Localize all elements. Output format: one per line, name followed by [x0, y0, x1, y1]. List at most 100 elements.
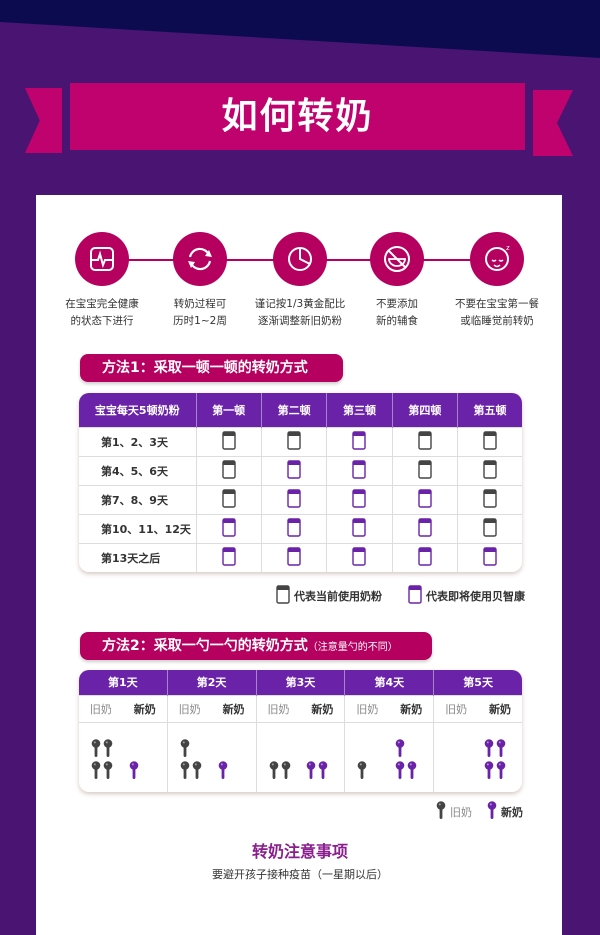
can-cell — [195, 543, 262, 572]
notes-title: 转奶注意事项 — [251, 842, 348, 861]
table-header: 第四顿 — [391, 393, 458, 427]
new-label: 新奶 — [222, 702, 245, 716]
old-label: 旧奶 — [445, 702, 468, 716]
notes-subtitle: 要避开孩子接种疫苗（一星期以后） — [212, 868, 388, 881]
page-title: 如何转奶 — [70, 83, 525, 150]
can-cell — [260, 513, 327, 544]
step-line1: 不要添加 — [376, 298, 418, 310]
table-header: 第五顿 — [457, 393, 522, 427]
new-spoon-icon — [484, 739, 494, 758]
step-line1: 不要在宝宝第一餐 — [455, 298, 539, 310]
row-label: 第4、5、6天 — [79, 455, 196, 486]
can-cell — [457, 543, 522, 572]
can-cell — [326, 426, 393, 457]
method2-title-text: 方法2：采取一勺一勺的转奶方式 — [102, 638, 308, 654]
table-header: 宝宝每天5顿奶粉 — [79, 393, 196, 427]
can-cell — [260, 426, 327, 457]
method1-table: 宝宝每天5顿奶粉 第一顿 第二顿 第三顿 第四顿 第五顿 第1、2、3天 第4、5、6天 第7、… — [79, 393, 522, 572]
old-formula-can-icon — [483, 518, 497, 537]
old-spoon-icon — [358, 761, 367, 780]
pie-chart-icon — [288, 247, 312, 271]
step-item: z 不要在宝宝第一餐 或临睡觉前转奶 — [442, 232, 552, 330]
new-label: 新奶 — [400, 702, 423, 716]
step-text: 在宝宝完全健康 的状态下进行 — [47, 296, 157, 330]
sub-header: 旧奶 新奶 — [255, 694, 345, 722]
old-spoon-icon — [436, 801, 446, 819]
legend-new-label: 代表即将使用贝智康 — [426, 590, 525, 603]
step-text: 不要在宝宝第一餐 或临睡觉前转奶 — [442, 296, 552, 330]
legend-old-spoon-label: 旧奶 — [450, 805, 472, 819]
new-formula-can-icon — [418, 489, 432, 508]
old-formula-can-icon — [287, 430, 301, 450]
new-spoon-icon — [407, 761, 417, 780]
old-formula-can-icon — [418, 430, 432, 450]
old-label: 旧奶 — [356, 702, 379, 716]
legend-old-label: 代表当前使用奶粉 — [294, 590, 382, 603]
day-header: 第1天 — [79, 670, 168, 695]
table-header: 第一顿 — [195, 393, 262, 427]
old-label: 旧奶 — [89, 702, 112, 716]
ribbon-tail-right — [533, 90, 573, 156]
old-spoon-icon — [180, 761, 189, 780]
svg-text:z: z — [506, 244, 510, 252]
new-spoon-icon — [487, 801, 497, 819]
legend-new-spoon: 新奶 — [487, 801, 523, 822]
can-cell — [195, 426, 262, 457]
can-cell — [391, 455, 458, 486]
new-formula-can-icon — [352, 518, 367, 537]
step-line1: 转奶过程可 — [173, 298, 227, 310]
new-formula-can-icon — [287, 459, 301, 479]
new-formula-can-icon — [352, 430, 367, 450]
ribbon-tail-left — [25, 88, 62, 153]
table-row: 第4、5、6天 — [79, 455, 522, 486]
can-cell — [457, 513, 522, 544]
new-formula-can-icon — [483, 547, 497, 566]
day-header: 第3天 — [255, 670, 345, 695]
no-food-icon — [384, 246, 410, 272]
spoon-cell — [255, 721, 345, 792]
method2-note: （注意量勺的不同） — [307, 642, 398, 653]
old-spoon-icon — [192, 761, 201, 780]
step-line2: 或临睡觉前转奶 — [460, 315, 534, 327]
heart-monitor-icon — [90, 247, 114, 271]
can-cell — [391, 426, 458, 457]
old-formula-can-icon — [221, 489, 236, 508]
table-row: 第7、8、9天 — [79, 484, 522, 515]
new-formula-can-icon — [352, 459, 367, 479]
legend-old-spoon: 旧奶 — [436, 801, 472, 822]
new-spoon-icon — [496, 739, 506, 758]
new-formula-can-icon — [287, 547, 301, 566]
new-formula-can-icon — [418, 518, 432, 537]
sub-header: 旧奶 新奶 — [79, 694, 168, 722]
row-label: 第1、2、3天 — [79, 426, 196, 457]
step-line2: 逐渐调整新旧奶粉 — [258, 315, 342, 327]
spoon-cell — [433, 721, 522, 792]
step-circle — [75, 232, 129, 286]
can-cell — [260, 543, 327, 572]
old-label: 旧奶 — [178, 702, 201, 716]
day-header: 第5天 — [433, 670, 522, 695]
sub-header: 旧奶 新奶 — [166, 694, 257, 722]
legend-new-can: 代表即将使用贝智康 — [408, 585, 525, 607]
can-cell — [457, 455, 522, 486]
step-circle — [370, 232, 424, 286]
can-cell — [326, 513, 393, 544]
old-spoon-icon — [281, 761, 290, 780]
day-header: 第2天 — [166, 670, 257, 695]
old-formula-can-icon — [483, 430, 497, 450]
old-spoon-icon — [91, 761, 101, 780]
step-circle: z — [470, 232, 524, 286]
table-row: 第1、2、3天 — [79, 426, 522, 457]
new-label: 新奶 — [489, 702, 512, 716]
step-item: 在宝宝完全健康 的状态下进行 — [47, 232, 157, 330]
step-line2: 的状态下进行 — [70, 315, 134, 327]
step-line1: 在宝宝完全健康 — [65, 298, 139, 310]
step-text: 不要添加 新的辅食 — [342, 296, 452, 330]
can-cell — [326, 543, 393, 572]
table-header: 第二顿 — [260, 393, 327, 427]
new-label: 新奶 — [133, 702, 156, 716]
new-formula-can-icon — [418, 547, 432, 566]
old-formula-can-icon — [483, 459, 497, 479]
can-cell — [391, 513, 458, 544]
row-label: 第13天之后 — [79, 543, 196, 572]
